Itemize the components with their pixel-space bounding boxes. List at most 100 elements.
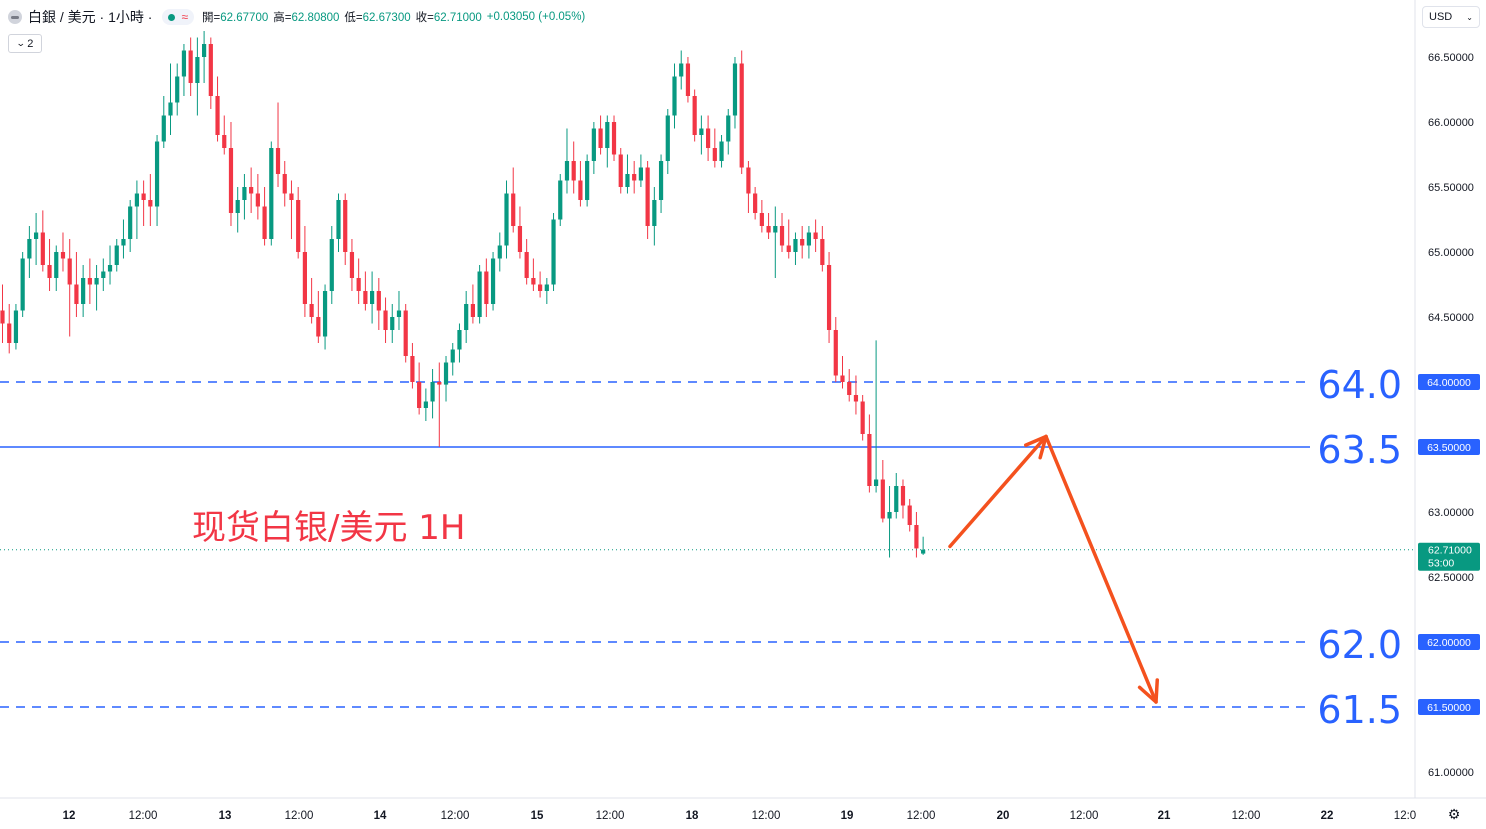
currency-select[interactable]: USD ⌄ <box>1422 6 1480 28</box>
wave-icon: ≈ <box>181 10 189 24</box>
time-tick-label: 19 <box>841 810 854 822</box>
indicators-toggle-button[interactable]: ⌄ 2 <box>8 34 42 53</box>
candle-body <box>168 102 173 116</box>
time-tick-label: 12:00 <box>441 810 470 822</box>
candle-body <box>141 193 146 200</box>
candle-body <box>511 193 516 226</box>
level-axis-label: 64.00000 <box>1427 377 1471 389</box>
time-tick-label: 12:00 <box>1232 810 1261 822</box>
level-big-labels: 64.0 63.5 62.0 61.5 <box>1317 363 1402 732</box>
level-big-label: 63.5 <box>1317 428 1402 472</box>
candle-body <box>558 180 563 220</box>
candle-body <box>74 284 79 304</box>
candle-body <box>336 200 341 239</box>
candle-body <box>349 252 355 278</box>
candle-body <box>786 245 791 252</box>
candle-body <box>921 549 926 554</box>
projection-arrow-line <box>1044 434 1158 704</box>
candle-body <box>107 265 113 272</box>
candle-body <box>793 239 798 252</box>
last-price-label: 62.71000 <box>1428 545 1472 557</box>
level-axis-badge <box>1418 374 1480 390</box>
status-pill[interactable]: ≈ <box>162 9 195 25</box>
candle-body <box>60 252 66 259</box>
candle-body <box>128 206 133 239</box>
candle-body <box>20 258 25 311</box>
time-tick-label: 21 <box>1158 810 1171 822</box>
candle-body <box>571 161 576 181</box>
candle-body <box>383 310 388 330</box>
candle-body <box>578 180 583 200</box>
projection-arrows <box>948 434 1160 704</box>
candle-body <box>773 226 778 233</box>
candle-body <box>443 362 449 385</box>
candle-body <box>255 193 260 207</box>
candle-body <box>87 278 92 285</box>
candle-body <box>517 226 523 252</box>
candle-body <box>531 278 536 285</box>
candle-body <box>249 187 254 194</box>
level-big-label: 62.0 <box>1317 623 1402 667</box>
ohlc-low: 低=62.67300 <box>344 12 411 24</box>
candle-body <box>860 401 865 434</box>
level-axis-badge <box>1418 699 1480 715</box>
candle-body <box>605 122 610 148</box>
candle-body <box>692 96 697 135</box>
time-tick-label: 12:00 <box>1070 810 1099 822</box>
candle-body <box>423 401 428 408</box>
candle-body <box>880 479 885 519</box>
candlestick-series <box>0 31 926 558</box>
candle-body <box>363 291 368 304</box>
level-axis-label: 61.50000 <box>1427 702 1471 714</box>
candle-body <box>679 63 684 77</box>
time-tick-label: 12:00 <box>752 810 781 822</box>
candle-body <box>40 232 45 265</box>
candle-body <box>611 122 617 155</box>
candle-body <box>67 258 72 285</box>
symbol-title[interactable]: 白銀 / 美元 · 1小時 · <box>28 9 153 25</box>
candle-body <box>833 330 838 376</box>
horizontal-levels <box>0 381 1310 708</box>
candle-body <box>907 505 912 525</box>
time-tick-label: 20 <box>997 810 1010 822</box>
symbol-logo-icon <box>8 10 22 24</box>
candle-body <box>585 161 590 200</box>
candle-body <box>47 265 52 278</box>
time-tick-label: 12:00 <box>596 810 625 822</box>
candle-body <box>625 174 630 187</box>
candle-body <box>13 310 19 343</box>
price-tick-label: 66.50000 <box>1428 52 1474 64</box>
candle-body <box>746 167 751 194</box>
candle-body <box>706 128 711 148</box>
candle-body <box>719 141 724 161</box>
candle-body <box>497 245 502 259</box>
candle-body <box>826 265 832 330</box>
candle-body <box>370 291 375 304</box>
candle-body <box>813 232 818 239</box>
candle-body <box>161 115 166 142</box>
candle-body <box>484 271 489 304</box>
candle-body <box>564 161 570 181</box>
price-axis: 64.00000 63.50000 62.00000 61.50000 66.50000… <box>1414 0 1480 798</box>
price-tick-label: 65.00000 <box>1428 247 1474 259</box>
chevron-down-icon: ⌄ <box>1466 12 1473 22</box>
candle-body <box>672 76 677 116</box>
candle-body <box>302 252 307 304</box>
candle-body <box>867 434 872 486</box>
candle-body <box>658 161 664 200</box>
candle-body <box>222 135 227 148</box>
candle-body <box>289 193 294 200</box>
projection-arrow-line <box>948 434 1048 549</box>
time-tick-label: 13 <box>219 810 232 822</box>
price-tick-label: 62.50000 <box>1428 572 1474 584</box>
candle-body <box>430 382 435 402</box>
ohlc-close: 收=62.71000 <box>415 12 482 24</box>
candle-body <box>181 50 187 77</box>
currency-label: USD <box>1429 11 1453 23</box>
indicators-count: 2 <box>27 37 34 50</box>
candle-body <box>195 57 200 83</box>
candle-body <box>900 486 906 506</box>
candle-body <box>779 226 785 246</box>
gear-icon[interactable]: ⚙ <box>1447 806 1461 822</box>
